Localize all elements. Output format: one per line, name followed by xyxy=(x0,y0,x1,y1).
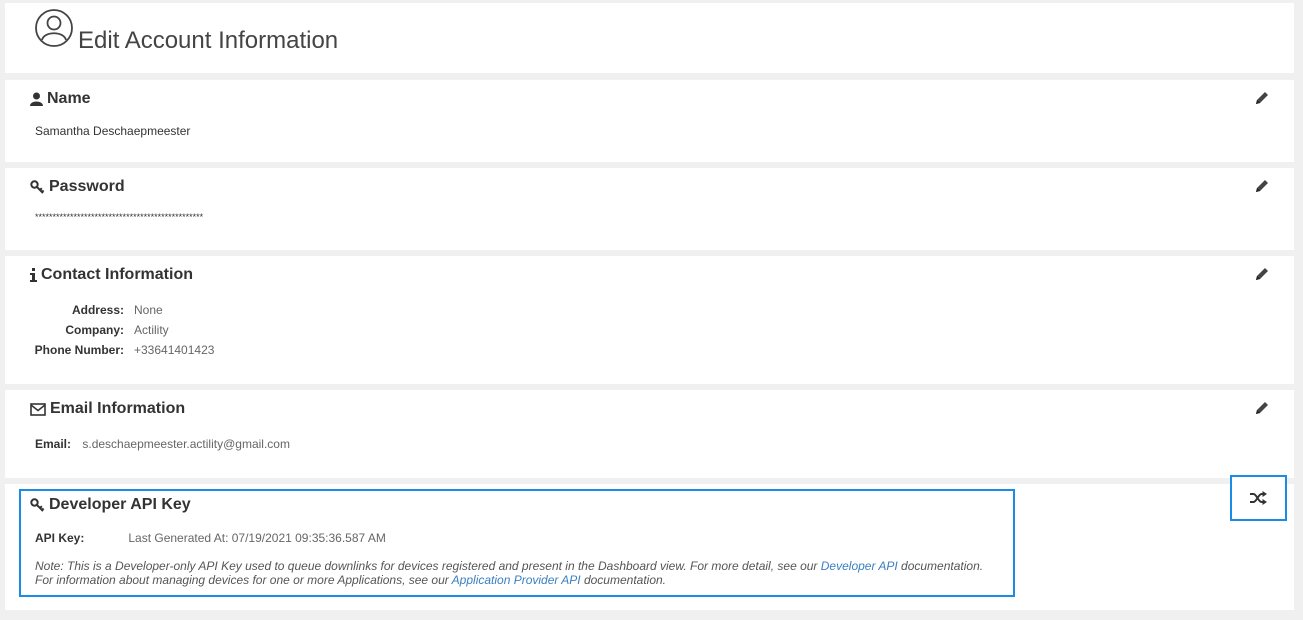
note-text-4: documentation. xyxy=(580,573,667,587)
pencil-icon[interactable] xyxy=(1254,90,1270,106)
header-panel: Edit Account Information xyxy=(5,3,1294,73)
password-value: ****************************************… xyxy=(35,212,204,222)
user-icon xyxy=(30,92,43,106)
api-section-label: Developer API Key xyxy=(49,496,191,513)
contact-section-label: Contact Information xyxy=(41,266,193,283)
password-section-title: Password xyxy=(30,178,125,196)
application-provider-api-link[interactable]: Application Provider API xyxy=(451,573,581,587)
contact-section: Contact Information Address: None Compan… xyxy=(5,256,1294,384)
note-text-3: For information about managing devices f… xyxy=(35,573,452,587)
email-section: Email Information Email: s.deschaepmeest… xyxy=(5,390,1294,478)
envelope-icon xyxy=(30,402,46,416)
note-text-1: Note: This is a Developer-only API Key u… xyxy=(35,559,821,573)
api-note: Note: This is a Developer-only API Key u… xyxy=(35,559,1010,587)
phone-label: Phone Number: xyxy=(34,343,124,357)
email-section-label: Email Information xyxy=(50,400,186,417)
api-section-title: Developer API Key xyxy=(30,496,191,514)
email-label: Email: xyxy=(35,437,72,451)
email-value: s.deschaepmeester.actility@gmail.com xyxy=(82,437,290,451)
key-icon xyxy=(30,180,45,194)
api-key-value: Last Generated At: 07/19/2021 09:35:36.5… xyxy=(128,531,386,545)
address-value: None xyxy=(134,303,163,317)
email-section-title: Email Information xyxy=(30,400,185,418)
email-row: Email: s.deschaepmeester.actility@gmail.… xyxy=(35,437,290,451)
pencil-icon[interactable] xyxy=(1254,266,1270,282)
key-icon xyxy=(30,498,45,512)
address-label: Address: xyxy=(71,303,124,317)
company-label: Company: xyxy=(65,323,124,337)
shuffle-icon xyxy=(1250,491,1267,505)
info-icon xyxy=(30,268,37,282)
note-text-2: documentation. xyxy=(897,559,984,573)
api-key-label: API Key: xyxy=(35,531,85,545)
name-section-title: Name xyxy=(30,90,91,108)
pencil-icon[interactable] xyxy=(1254,178,1270,194)
company-row: Company: Actility xyxy=(5,323,169,337)
contact-section-title: Contact Information xyxy=(30,266,193,284)
api-key-highlight: Developer API Key API Key: Last Generate… xyxy=(19,489,1015,597)
name-section: Name Samantha Deschaepmeester xyxy=(5,80,1294,162)
name-section-label: Name xyxy=(47,90,91,107)
name-value: Samantha Deschaepmeester xyxy=(35,124,191,138)
pencil-icon[interactable] xyxy=(1254,400,1270,416)
phone-row: Phone Number: +33641401423 xyxy=(5,343,215,357)
page-title: Edit Account Information xyxy=(78,27,339,54)
phone-value: +33641401423 xyxy=(134,343,215,357)
user-circle-icon xyxy=(35,9,73,47)
password-section: Password *******************************… xyxy=(5,168,1294,250)
address-row: Address: None xyxy=(5,303,163,317)
api-key-row: API Key: Last Generated At: 07/19/2021 0… xyxy=(35,531,386,545)
company-value: Actility xyxy=(134,323,169,337)
password-section-label: Password xyxy=(49,178,125,195)
developer-api-link[interactable]: Developer API xyxy=(820,559,898,573)
regenerate-api-key-button[interactable] xyxy=(1230,475,1287,521)
